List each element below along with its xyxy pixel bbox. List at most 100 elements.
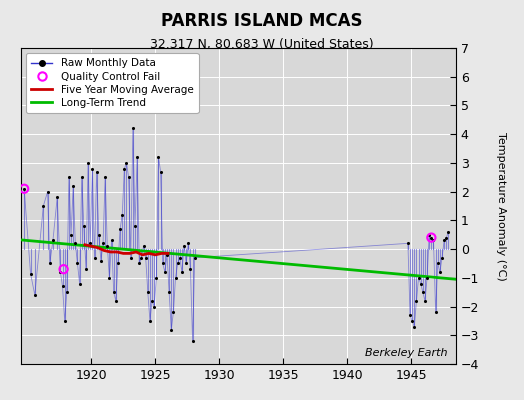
Point [101,174,110,180]
Point [410,324,419,330]
Point [150,303,158,310]
Point [189,338,197,344]
Point [167,326,176,333]
Point [144,289,152,295]
Point [427,234,435,241]
Point [157,168,165,175]
Point [92,168,101,175]
Point [46,260,54,267]
Point [60,318,69,324]
Point [107,237,116,244]
Point [412,298,421,304]
Point [71,240,80,246]
Point [105,275,114,281]
Point [56,269,64,275]
Legend: Raw Monthly Data, Quality Control Fail, Five Year Moving Average, Long-Term Tren: Raw Monthly Data, Quality Control Fail, … [26,53,199,113]
Point [116,226,124,232]
Point [148,298,156,304]
Point [139,243,148,250]
Point [131,223,139,229]
Point [186,266,194,272]
Point [20,186,28,192]
Point [110,289,118,295]
Point [59,266,68,272]
Point [84,160,92,166]
Point [171,275,180,281]
Point [191,254,199,261]
Point [442,234,451,241]
Point [423,275,431,281]
Point [127,254,135,261]
Point [137,254,146,261]
Point [94,232,103,238]
Point [30,292,39,298]
Point [184,240,192,246]
Point [43,188,52,195]
Point [440,237,449,244]
Point [429,237,438,244]
Point [444,229,453,235]
Point [49,237,57,244]
Point [53,194,61,200]
Point [65,174,73,180]
Point [438,254,446,261]
Point [99,240,107,246]
Point [406,312,414,318]
Point [124,174,133,180]
Point [129,125,137,132]
Point [112,298,120,304]
Point [417,280,425,287]
Point [173,260,182,267]
Point [425,232,433,238]
Point [120,166,128,172]
Text: PARRIS ISLAND MCAS: PARRIS ISLAND MCAS [161,12,363,30]
Point [427,234,435,241]
Point [97,257,105,264]
Point [103,243,112,250]
Point [165,289,173,295]
Point [122,160,130,166]
Point [414,275,423,281]
Point [435,269,444,275]
Point [169,309,178,316]
Point [39,203,48,209]
Point [20,186,28,192]
Point [159,260,167,267]
Point [178,269,186,275]
Point [152,275,160,281]
Point [408,318,417,324]
Point [141,254,150,261]
Point [82,266,90,272]
Y-axis label: Temperature Anomaly (°C): Temperature Anomaly (°C) [496,132,506,280]
Point [26,270,35,277]
Point [62,289,71,295]
Point [133,154,141,160]
Text: Berkeley Earth: Berkeley Earth [365,348,447,358]
Point [135,260,144,267]
Point [161,269,169,275]
Point [86,240,94,246]
Point [180,243,188,250]
Point [433,260,442,267]
Point [154,154,162,160]
Point [80,223,88,229]
Point [114,260,122,267]
Point [182,260,190,267]
Point [403,240,412,246]
Point [146,318,154,324]
Point [163,252,171,258]
Point [431,309,440,316]
Point [75,280,84,287]
Point [88,166,96,172]
Point [69,183,78,189]
Point [78,174,86,180]
Point [118,212,126,218]
Point [58,283,67,290]
Point [90,254,99,261]
Text: 32.317 N, 80.683 W (United States): 32.317 N, 80.683 W (United States) [150,38,374,51]
Point [176,254,184,261]
Point [67,232,75,238]
Point [419,289,427,295]
Point [73,260,82,267]
Point [421,298,429,304]
